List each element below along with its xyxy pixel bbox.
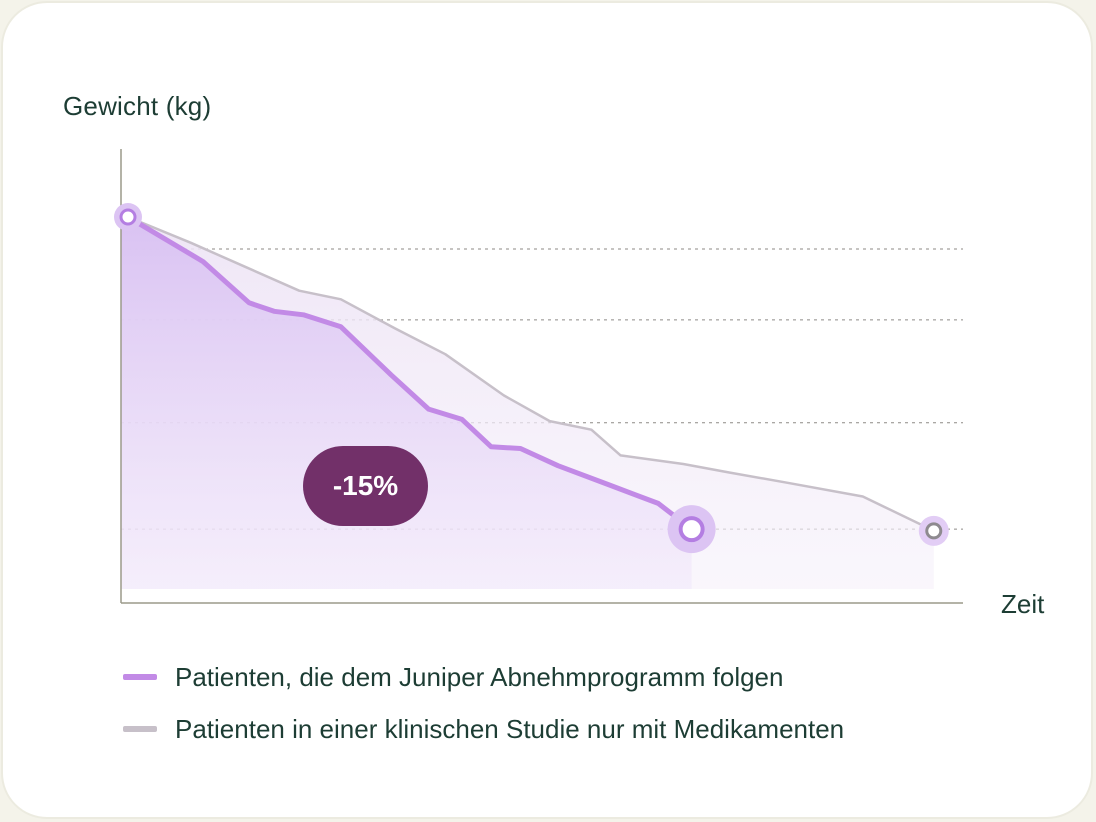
legend-swatch-purple [123,674,157,680]
legend-item: Patienten in einer klinischen Studie nur… [123,703,844,755]
legend-item: Patienten, die dem Juniper Abnehmprogram… [123,651,844,703]
program-area [121,217,692,589]
program-line [125,214,695,532]
start-marker [119,208,137,226]
legend-label-medication: Patienten in einer klinischen Studie nur… [175,713,845,744]
legend-label-program: Patienten, die dem Juniper Abnehmprogram… [175,661,784,692]
medication-end-marker [925,522,943,540]
legend-swatch-gray [123,726,157,732]
x-axis-label: Zeit [1001,589,1045,619]
program-end-marker [678,516,705,543]
legend: Patienten, die dem Juniper Abnehmprogram… [123,651,844,755]
y-axis-label: Gewicht (kg) [63,91,212,121]
reduction-badge: -15% [303,446,428,526]
medication-line [126,215,936,533]
